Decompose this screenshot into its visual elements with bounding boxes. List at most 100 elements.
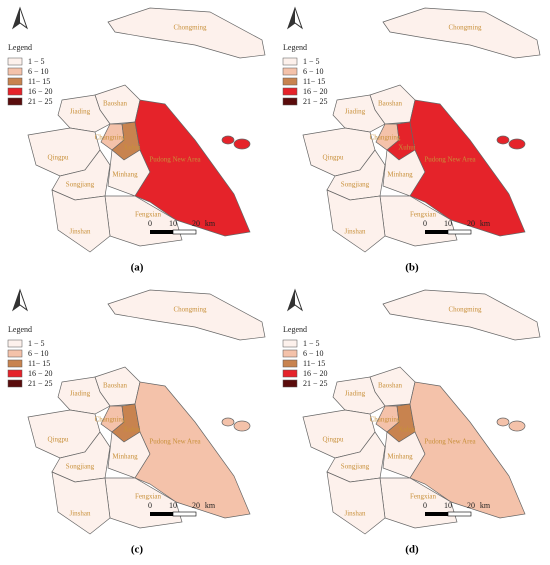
scale-bar-black bbox=[150, 512, 173, 516]
legend-label: 16 − 20 bbox=[303, 369, 328, 378]
district-label: Jinshan bbox=[70, 510, 92, 518]
panel-caption: (c) bbox=[131, 544, 144, 556]
legend-label: 21 − 25 bbox=[303, 379, 328, 388]
scale-label: 20 bbox=[467, 501, 475, 510]
district-label: Minhang bbox=[112, 453, 138, 461]
district-label: Changning bbox=[370, 134, 401, 142]
district-label: Baoshan bbox=[378, 382, 403, 390]
legend-label: 11− 15 bbox=[303, 359, 325, 368]
district-label: Chongming bbox=[448, 24, 482, 32]
legend-label: 6 − 10 bbox=[28, 349, 49, 358]
north-arrow-half bbox=[288, 8, 295, 28]
legend-swatch bbox=[7, 97, 23, 106]
legend-label: 21 − 25 bbox=[28, 379, 53, 388]
scale-label: 0 bbox=[423, 219, 427, 228]
scale-label: 0 bbox=[148, 501, 152, 510]
scale-label: 10 bbox=[444, 219, 452, 228]
legend-title: Legend bbox=[283, 325, 307, 334]
legend-swatch bbox=[7, 87, 23, 96]
district-label: Jinshan bbox=[345, 510, 367, 518]
legend-swatch bbox=[282, 97, 298, 106]
legend-label: 16 − 20 bbox=[28, 369, 53, 378]
legend-swatch bbox=[7, 369, 23, 378]
map-panel: Chongming Baoshan Jiading Qingpu Changning Xu… bbox=[7, 6, 266, 274]
district-label: Minhang bbox=[112, 171, 138, 179]
district-label: Qingpu bbox=[48, 436, 70, 444]
legend-label: 21 − 25 bbox=[28, 97, 53, 106]
district-label: Songjiang bbox=[66, 463, 95, 471]
district-label: Pudong New Area bbox=[149, 438, 201, 446]
legend-swatch bbox=[7, 57, 23, 66]
district-label: Baoshan bbox=[103, 100, 128, 108]
legend-label: 1 − 5 bbox=[303, 57, 320, 66]
scale-bar-white bbox=[172, 229, 197, 235]
panel-caption: (d) bbox=[405, 544, 419, 556]
scale-label: 20 bbox=[467, 219, 475, 228]
north-arrow-half bbox=[13, 8, 20, 28]
legend-title: Legend bbox=[283, 43, 307, 52]
scale-bar-black bbox=[425, 512, 448, 516]
legend-label: 6 − 10 bbox=[303, 349, 324, 358]
district bbox=[382, 7, 541, 59]
legend-swatch bbox=[282, 359, 298, 368]
legend-swatch bbox=[282, 379, 298, 388]
legend-title: Legend bbox=[8, 325, 32, 334]
island bbox=[221, 135, 235, 145]
legend-swatch bbox=[282, 57, 298, 66]
district-label: Songjiang bbox=[341, 463, 370, 471]
scale-bar-white bbox=[172, 511, 197, 517]
district bbox=[51, 189, 111, 253]
legend-label: 11− 15 bbox=[303, 77, 325, 86]
district bbox=[332, 94, 386, 133]
scale-label: 20 bbox=[192, 219, 200, 228]
district bbox=[57, 94, 111, 133]
island bbox=[496, 135, 510, 145]
district-label: Baoshan bbox=[378, 100, 403, 108]
scale-label: 20 bbox=[192, 501, 200, 510]
legend-label: 1 − 5 bbox=[303, 339, 320, 348]
scale-label: km bbox=[480, 501, 491, 510]
scale-label: 0 bbox=[148, 219, 152, 228]
map-panel: Chongming Baoshan Jiading Qingpu Changning Xu… bbox=[282, 288, 541, 556]
district-label: Jiading bbox=[345, 390, 366, 398]
district-label: Pudong New Area bbox=[149, 156, 201, 164]
district bbox=[409, 99, 526, 237]
legend-swatch bbox=[282, 67, 298, 76]
legend-label: 1 − 5 bbox=[28, 57, 45, 66]
district bbox=[51, 471, 111, 535]
map-panel: Chongming Baoshan Jiading Qingpu Changning Xu… bbox=[282, 6, 541, 274]
district bbox=[107, 7, 266, 59]
legend-label: 16 − 20 bbox=[303, 87, 328, 96]
district bbox=[326, 471, 386, 535]
map-panel: Chongming Baoshan Jiading Qingpu Changning Xu… bbox=[7, 288, 266, 556]
legend-swatch bbox=[282, 339, 298, 348]
legend-swatch bbox=[7, 77, 23, 86]
scale-bar-black bbox=[425, 230, 448, 234]
scale-label: km bbox=[205, 501, 216, 510]
island bbox=[221, 417, 235, 427]
district-label: Baoshan bbox=[103, 382, 128, 390]
district-label: Xuhui bbox=[398, 144, 416, 152]
district-label: Jinshan bbox=[345, 228, 367, 236]
legend-label: 16 − 20 bbox=[28, 87, 53, 96]
scale-bar-white bbox=[447, 229, 472, 235]
district-label: Jiading bbox=[345, 108, 366, 116]
legend-label: 6 − 10 bbox=[28, 67, 49, 76]
district-label: Minhang bbox=[387, 171, 413, 179]
district bbox=[409, 381, 526, 519]
district-label: Qingpu bbox=[323, 436, 345, 444]
scale-label: 10 bbox=[169, 501, 177, 510]
scale-label: 10 bbox=[169, 219, 177, 228]
district-label: Jiading bbox=[70, 390, 91, 398]
district-label: Xuhui bbox=[398, 426, 416, 434]
district-label: Pudong New Area bbox=[424, 156, 476, 164]
scale-label: 0 bbox=[423, 501, 427, 510]
district-label: Xuhui bbox=[123, 144, 141, 152]
legend-swatch bbox=[282, 87, 298, 96]
district-label: Fengxian bbox=[410, 211, 437, 219]
district-label: Changning bbox=[95, 134, 126, 142]
legend-label: 6 − 10 bbox=[303, 67, 324, 76]
legend-swatch bbox=[7, 339, 23, 348]
legend-label: 11− 15 bbox=[28, 359, 50, 368]
